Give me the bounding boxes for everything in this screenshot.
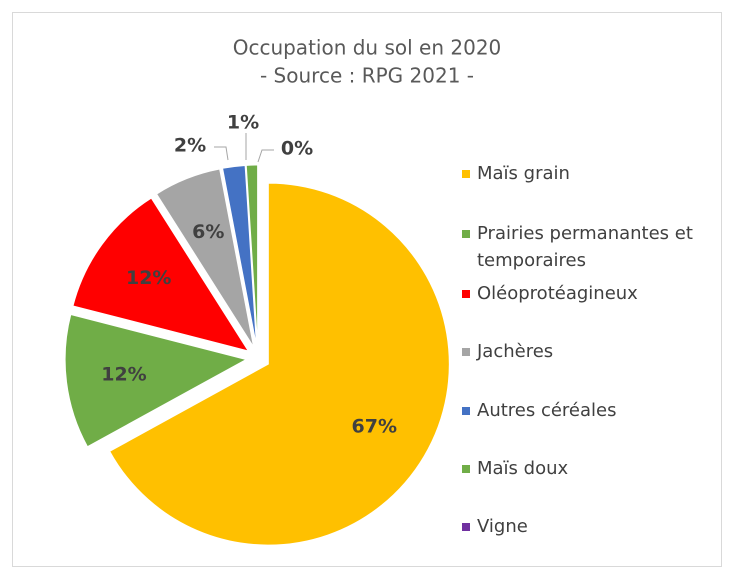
pie-slice [109,182,450,546]
legend-item: Maïs doux [462,455,724,482]
legend-item: Maïs grain [462,160,724,187]
legend-swatch [462,465,470,473]
legend-swatch [462,290,470,298]
legend-item: Prairies permanantes et temporaires [462,220,724,274]
pie-slice [221,164,257,347]
legend-swatch [462,348,470,356]
data-label: 67% [352,415,397,437]
legend-label: Jachères [477,341,554,362]
data-label: 1% [227,112,259,134]
pie-slice [64,313,248,448]
legend-swatch [462,170,470,178]
legend-swatch [462,230,470,238]
chart-subtitle: - Source : RPG 2021 - [260,64,474,88]
legend-label: Vigne [477,516,528,537]
legend-label: Maïs doux [477,458,569,479]
leader-line [257,149,274,163]
data-label: 0% [281,138,313,160]
legend-label: Maïs grain [477,163,570,184]
data-label: 12% [101,363,146,385]
data-label: 2% [174,135,206,157]
leader-line [214,146,229,161]
chart-title: Occupation du sol en 2020 [233,36,502,60]
data-label: 6% [192,221,224,243]
legend-swatch [462,523,470,531]
legend-label: Oléoprotéagineux [477,283,638,304]
legend-item: Jachères [462,338,724,365]
legend-item: Autres céréales [462,397,724,424]
pie-slice [155,168,255,348]
legend-label: Prairies permanantes et temporaires [477,223,693,271]
legend-item: Oléoprotéagineux [462,280,724,307]
pie-slice [72,197,250,352]
data-label: 12% [126,267,171,289]
legend-label: Autres céréales [477,400,617,421]
legend-swatch [462,407,470,415]
legend-item: Vigne [462,513,724,540]
